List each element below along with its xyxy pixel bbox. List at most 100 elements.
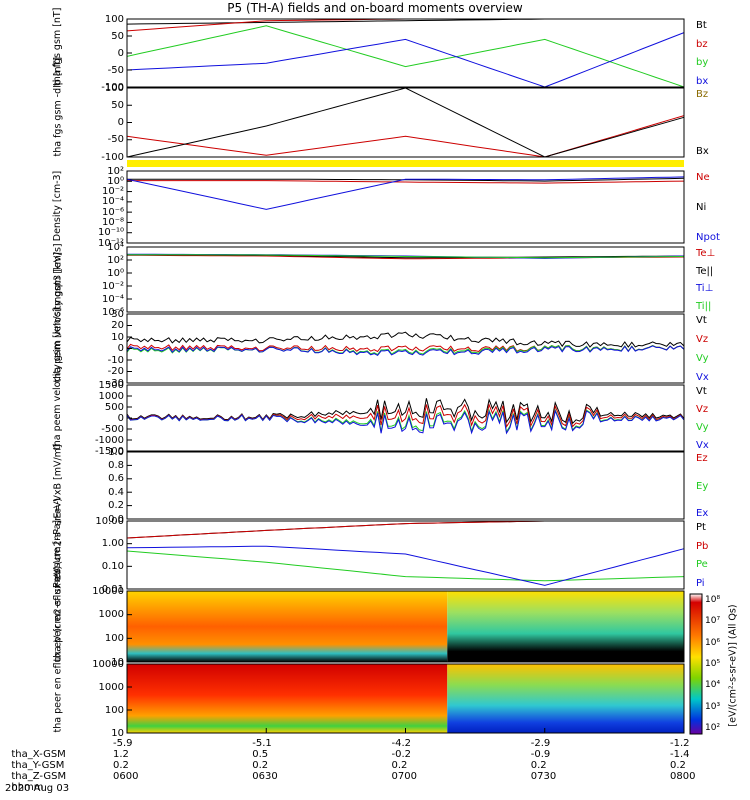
ytick-label: 10⁻⁴ bbox=[101, 196, 124, 208]
ytick-label: 10² bbox=[107, 254, 124, 266]
series-thafgsgsm-bx bbox=[126, 32, 685, 88]
series-mgqt-ti bbox=[127, 254, 685, 259]
ytick-label: 0.2 bbox=[108, 500, 124, 512]
series-thapeimvelocitygsm-vx bbox=[126, 345, 685, 357]
ytick-label: 0.01 bbox=[101, 583, 124, 595]
legend-ez: Ez bbox=[696, 453, 708, 464]
footer-label: tha_Z-GSM bbox=[11, 770, 67, 782]
footer-date: 2020 Aug 03 bbox=[5, 783, 70, 794]
legend-ey: Ey bbox=[696, 480, 709, 492]
ytick-label: 1.00 bbox=[101, 538, 124, 550]
footer-value: 0.2 bbox=[252, 760, 269, 771]
footer-value: 0.5 bbox=[252, 749, 269, 760]
ytick-label: -1500 bbox=[94, 445, 124, 457]
footer-value: 0.2 bbox=[670, 760, 686, 771]
colorbar-tick: 10³ bbox=[705, 701, 721, 712]
footer-label: tha_X-GSM bbox=[11, 748, 66, 760]
ytick-label: 0.8 bbox=[108, 459, 124, 471]
footer-label: hhmm bbox=[11, 781, 44, 793]
ytick-label: -100 bbox=[101, 151, 124, 163]
colorbar-label: [eV/(cm²-s-sr-eV)] (All Qs) bbox=[727, 604, 739, 727]
panel-frame-density bbox=[126, 170, 685, 244]
footer-value: 0.2 bbox=[391, 760, 408, 771]
ytick-label: 10⁻¹² bbox=[97, 237, 124, 249]
ytick-label: -30 bbox=[107, 377, 124, 389]
ytick-label: 100 bbox=[104, 632, 124, 644]
legend-pi: Pi bbox=[696, 578, 705, 589]
legend-pe: Pe bbox=[696, 559, 708, 571]
series-thafgsgsm-by bbox=[126, 25, 685, 88]
legend-ti: Ti⊥ bbox=[696, 283, 714, 295]
ytick-label: 0 bbox=[117, 47, 124, 59]
footer-value: 0600 bbox=[113, 771, 139, 782]
panel-ylabel: tha peem velocity gsm [km/s] bbox=[52, 307, 63, 450]
colorbar-tick: 10⁵ bbox=[705, 659, 721, 669]
series-density-ni bbox=[127, 177, 685, 182]
ytick-label: 0.6 bbox=[108, 473, 124, 485]
ytick-label: -50 bbox=[107, 64, 124, 76]
panel-frame-temperature bbox=[126, 246, 685, 313]
legend-vx: Vx bbox=[696, 440, 709, 451]
footer-row-y: tha_Y-GSM bbox=[5, 750, 64, 771]
panel-frame-peim_velocity bbox=[126, 313, 685, 384]
ytick-label: 1000 bbox=[98, 390, 124, 402]
ytick-label: 10000 bbox=[92, 658, 124, 670]
ytick-label: 10⁻² bbox=[101, 186, 124, 198]
series-thafgsgsmdlp-bx bbox=[126, 87, 685, 158]
panel-frame-fgs_gsm bbox=[126, 18, 685, 88]
panel-ylabel: Density [cm-3] bbox=[52, 170, 63, 242]
footer-value: -5.1 bbox=[252, 738, 272, 749]
ytick-label: 1.0 bbox=[108, 446, 124, 458]
ytick-label: 1000 bbox=[98, 681, 124, 693]
footer-label: tha_Y-GSM bbox=[11, 759, 65, 771]
ytick-label: 20 bbox=[111, 320, 124, 331]
quality-flag-bar bbox=[127, 160, 684, 167]
ytick-label: 10 bbox=[111, 727, 124, 739]
ytick-label: 500 bbox=[104, 401, 124, 413]
legend-bx: Bx bbox=[696, 146, 709, 157]
colorbar bbox=[689, 593, 703, 735]
series-pressure-pi bbox=[126, 545, 685, 586]
footer-value: -5.9 bbox=[113, 738, 133, 749]
ytick-label: -50 bbox=[107, 134, 124, 146]
peer-spectrogram-left bbox=[127, 664, 448, 733]
colorbar-tick: 10⁸ bbox=[705, 595, 721, 605]
legend-vx: Vx bbox=[696, 372, 709, 383]
footer-value: 0700 bbox=[391, 771, 417, 782]
colorbar-tick: 10⁷ bbox=[705, 616, 721, 627]
legend-vt: Vt bbox=[696, 386, 707, 397]
ytick-label: 0.4 bbox=[108, 486, 124, 498]
ytick-label: 10 bbox=[111, 331, 124, 343]
legend-vy: Vy bbox=[696, 353, 709, 364]
legend-ti: Ti|| bbox=[696, 301, 712, 312]
ytick-label: 100 bbox=[104, 13, 124, 25]
peir-spectrogram-right bbox=[447, 591, 684, 662]
plot-title: P5 (TH-A) fields and on-board moments ov… bbox=[227, 1, 523, 15]
ytick-label: 0 bbox=[117, 343, 124, 354]
ytick-label: 10⁴ bbox=[107, 241, 124, 253]
ytick-label: 10⁻⁶ bbox=[101, 306, 124, 318]
ytick-label: 10⁰ bbox=[107, 267, 124, 279]
ytick-label: 10.00 bbox=[95, 515, 124, 527]
series-thafgsgsm-bt bbox=[126, 18, 684, 25]
footer-value: 0630 bbox=[252, 771, 278, 782]
footer-value: -1.4 bbox=[670, 749, 690, 760]
ytick-label: -10 bbox=[107, 354, 124, 366]
ytick-label: 0.10 bbox=[101, 560, 124, 572]
ytick-label: 100 bbox=[104, 704, 124, 716]
ytick-label: 10⁻⁴ bbox=[101, 293, 124, 305]
legend-vz: Vz bbox=[696, 404, 709, 415]
panel-ylabel: tha peer en eflux eV (cm2-s- sr-eV) bbox=[52, 565, 63, 732]
footer-row-x: tha_X-GSM bbox=[5, 739, 66, 760]
legend-vt: Vt bbox=[696, 315, 707, 326]
footer-value: -1.2 bbox=[670, 738, 690, 749]
ytick-label: -1000 bbox=[94, 434, 124, 446]
legend-ne: Ne bbox=[696, 172, 710, 183]
peer-spectrogram-right bbox=[447, 664, 684, 733]
footer-value: 1.2 bbox=[113, 749, 129, 760]
legend-vz: Vz bbox=[696, 334, 709, 345]
ytick-label: 0 bbox=[117, 412, 124, 424]
ytick-label: 10⁻¹⁰ bbox=[97, 227, 124, 239]
ytick-label: 10000 bbox=[92, 585, 124, 597]
